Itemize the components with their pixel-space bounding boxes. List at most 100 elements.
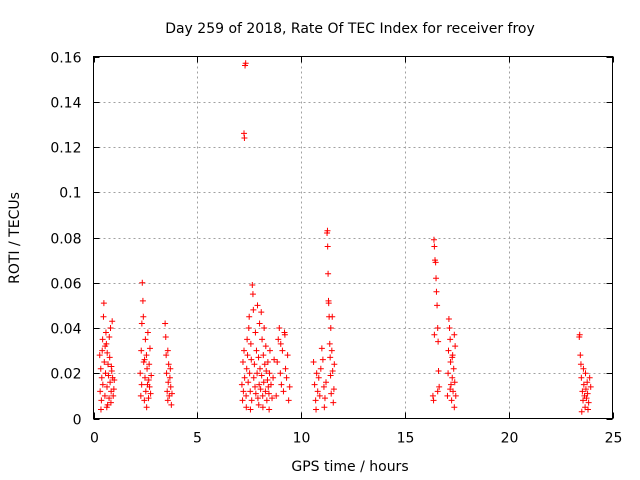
data-point xyxy=(586,374,593,381)
x-tick-label: 0 xyxy=(90,431,99,447)
data-point xyxy=(283,374,290,381)
data-point xyxy=(436,383,443,390)
data-point xyxy=(97,388,104,395)
data-point xyxy=(138,381,145,388)
data-point xyxy=(323,379,330,386)
data-point xyxy=(102,343,109,350)
data-point xyxy=(577,352,584,359)
data-point xyxy=(164,347,171,354)
data-point xyxy=(580,365,587,372)
data-point xyxy=(96,352,103,359)
data-point xyxy=(434,325,441,331)
data-point xyxy=(144,365,151,372)
data-point xyxy=(101,358,108,365)
data-point xyxy=(106,354,113,361)
data-point xyxy=(249,282,256,289)
data-point xyxy=(445,315,452,322)
data-point xyxy=(240,388,247,395)
data-point xyxy=(148,372,155,379)
data-point xyxy=(451,404,458,411)
y-tick-label: 0.12 xyxy=(50,141,81,157)
data-point xyxy=(107,379,114,386)
data-point xyxy=(580,397,587,404)
data-point xyxy=(140,313,147,320)
data-point xyxy=(583,395,590,402)
data-point xyxy=(137,392,144,399)
data-point xyxy=(244,336,251,343)
data-point xyxy=(256,365,263,372)
data-point xyxy=(165,379,172,386)
data-point xyxy=(310,358,317,365)
data-points xyxy=(96,60,594,415)
data-point xyxy=(449,354,456,361)
data-point xyxy=(315,374,322,381)
data-point xyxy=(579,388,586,395)
data-point xyxy=(99,347,106,354)
data-point xyxy=(138,347,145,354)
data-point xyxy=(325,270,332,277)
data-point xyxy=(435,338,442,345)
data-point xyxy=(248,356,255,363)
data-point xyxy=(168,401,175,408)
x-tick-label: 5 xyxy=(193,431,202,447)
data-point xyxy=(434,302,441,309)
data-point xyxy=(241,134,248,141)
data-point xyxy=(264,358,271,365)
data-point xyxy=(102,329,109,336)
y-tick-label: 0.1 xyxy=(59,186,81,202)
data-point xyxy=(434,388,441,395)
data-point xyxy=(138,320,145,327)
data-point xyxy=(246,370,253,377)
data-point xyxy=(259,392,266,399)
data-point xyxy=(261,361,268,368)
data-point xyxy=(252,390,259,397)
data-point xyxy=(447,381,454,388)
data-point xyxy=(325,300,332,307)
data-point xyxy=(582,386,589,393)
data-point xyxy=(452,343,459,350)
data-point xyxy=(164,388,171,395)
data-point xyxy=(262,343,269,350)
data-point xyxy=(274,358,281,365)
data-point xyxy=(446,325,453,331)
x-axis-label: GPS time / hours xyxy=(291,459,408,475)
data-point xyxy=(281,331,288,338)
data-point xyxy=(266,406,273,413)
data-point xyxy=(243,392,250,399)
data-point xyxy=(107,325,114,331)
data-point xyxy=(324,243,331,250)
data-point xyxy=(327,354,334,361)
data-point xyxy=(243,365,250,372)
data-point xyxy=(585,406,592,413)
x-tick-labels: 0 5 10 15 20 25 xyxy=(90,431,622,447)
data-point xyxy=(269,395,276,402)
data-point xyxy=(108,363,115,370)
data-point xyxy=(253,347,260,354)
data-point xyxy=(162,334,169,341)
data-point xyxy=(260,379,267,386)
y-tick-label: 0.04 xyxy=(50,322,81,338)
data-point xyxy=(163,352,170,359)
data-point xyxy=(255,401,262,408)
data-point xyxy=(261,325,268,331)
data-point xyxy=(258,372,265,379)
data-point xyxy=(141,397,148,404)
data-point xyxy=(105,372,112,379)
data-point xyxy=(285,397,292,404)
data-point xyxy=(252,383,259,390)
y-tick-label: 0.02 xyxy=(50,367,81,383)
data-point xyxy=(245,379,252,386)
data-point xyxy=(98,374,105,381)
data-point xyxy=(263,367,270,374)
data-point xyxy=(97,406,104,413)
data-point xyxy=(321,404,328,411)
data-point xyxy=(448,397,455,404)
y-tick-label: 0 xyxy=(73,413,82,429)
data-point xyxy=(168,390,175,397)
data-point xyxy=(254,395,261,402)
data-point xyxy=(317,365,324,372)
data-point xyxy=(433,275,440,282)
data-point xyxy=(278,381,285,388)
data-point xyxy=(276,325,283,331)
data-point xyxy=(144,329,151,336)
